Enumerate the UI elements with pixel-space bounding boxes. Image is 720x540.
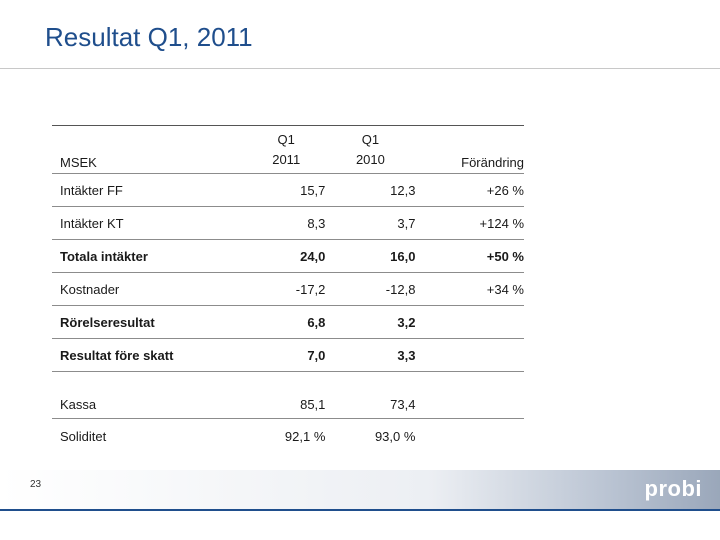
footer-gradient [0,470,720,510]
row-q1-2011: 92,1 % [284,428,326,444]
probi-logo: probi [644,476,702,501]
row-q1-2010: 3,3 [325,338,416,372]
table-row: Kassa 85,1 73,4 [52,371,524,419]
row-q1-2011: 8,3 [247,206,326,240]
header-q1-2010: Q1 2010 [325,126,416,174]
row-q1-2010: 12,3 [325,173,416,207]
table-row: Resultat före skatt 7,0 3,3 [52,338,524,372]
row-change [415,419,524,454]
row-label: Totala intäkter [52,239,247,273]
row-label: Kostnader [52,272,247,306]
results-table: MSEK Q1 2011 Q1 2010 Förändring Intäkter… [52,125,524,453]
table-row: Intäkter KT 8,3 3,7 +124 % [52,206,524,240]
table-row: Kostnader -17,2 -12,8 +34 % [52,272,524,306]
row-q1-2010: 73,4 [325,371,416,419]
row-label: Intäkter FF [52,173,247,207]
row-label: Intäkter KT [52,206,247,240]
row-q1-2010: -12,8 [325,272,416,306]
page-number: 23 [30,479,42,490]
row-change: +50 % [415,239,524,273]
row-q1-2011: -17,2 [247,272,326,306]
slide-title: Resultat Q1, 2011 [45,22,253,52]
row-label: Rörelseresultat [52,305,247,339]
footer-rule [0,509,720,511]
row-change: +34 % [415,272,524,306]
row-q1-2011: 85,1 [247,371,326,419]
header-q1-2011-line1: Q1 [277,132,295,147]
header-msek: MSEK [52,126,247,174]
row-q1-2011: 24,0 [247,239,326,273]
header-q1-2011-line2: 2011 [272,152,301,167]
row-label: Resultat före skatt [52,338,247,372]
row-change: +26 % [415,173,524,207]
table-header-row: MSEK Q1 2011 Q1 2010 Förändring [52,126,524,174]
row-q1-2010: 93,0 % [374,428,416,444]
row-q1-2010: 3,2 [325,305,416,339]
row-q1-2010: 16,0 [325,239,416,273]
table-row: Soliditet 92,1 % 93,0 % [52,419,524,454]
row-change [415,305,524,339]
table-row: Rörelseresultat 6,8 3,2 [52,305,524,339]
row-label: Kassa [52,371,247,419]
row-change: +124 % [415,206,524,240]
row-q1-2011: 7,0 [247,338,326,372]
header-q1-2010-line2: 2010 [355,152,385,167]
row-q1-2011: 15,7 [247,173,326,207]
row-q1-2010: 3,7 [325,206,416,240]
header-change: Förändring [415,126,524,174]
table-row: Totala intäkter 24,0 16,0 +50 % [52,239,524,273]
footer-band: probi [0,470,720,511]
row-change [415,338,524,372]
table-top-rule [52,125,524,126]
table-row: Intäkter FF 15,7 12,3 +26 % [52,173,524,207]
row-change [415,371,524,419]
header-q1-2011: Q1 2011 [247,126,326,174]
row-q1-2011: 6,8 [247,305,326,339]
title-divider [0,68,720,69]
header-q1-2010-line1: Q1 [361,132,380,147]
row-label: Soliditet [60,428,107,444]
